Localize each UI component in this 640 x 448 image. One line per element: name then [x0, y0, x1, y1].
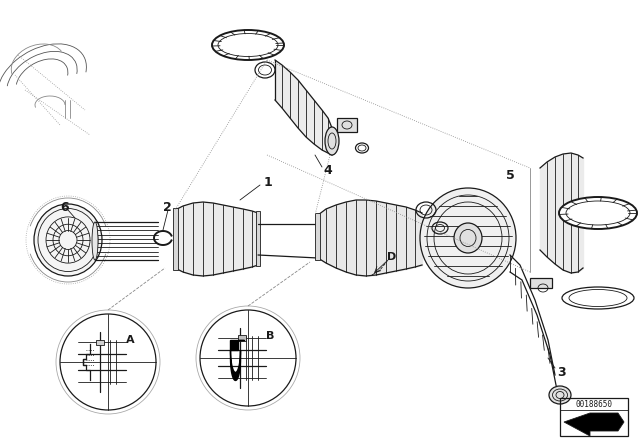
Polygon shape	[564, 413, 624, 436]
Ellipse shape	[549, 386, 571, 404]
Text: 4: 4	[324, 164, 332, 177]
Bar	[96, 340, 104, 345]
Bar	[560, 398, 628, 436]
Circle shape	[60, 314, 156, 410]
Text: 00188650: 00188650	[575, 400, 612, 409]
Bar	[315, 213, 320, 260]
Text: 5: 5	[506, 168, 515, 181]
Text: A: A	[125, 335, 134, 345]
Ellipse shape	[92, 222, 98, 260]
Text: 1: 1	[264, 176, 273, 189]
Text: 6: 6	[61, 201, 69, 214]
Bar	[238, 335, 246, 341]
Ellipse shape	[325, 127, 339, 155]
Text: 3: 3	[557, 366, 565, 379]
Ellipse shape	[34, 204, 102, 276]
Ellipse shape	[454, 223, 482, 253]
Ellipse shape	[212, 30, 284, 60]
Circle shape	[200, 310, 296, 406]
Bar	[173, 208, 178, 270]
Text: 2: 2	[163, 201, 172, 214]
Ellipse shape	[559, 197, 637, 229]
Text: D: D	[387, 252, 397, 262]
Bar	[337, 118, 357, 132]
Bar	[256, 211, 260, 266]
Bar	[530, 278, 552, 288]
Polygon shape	[230, 340, 244, 350]
Text: B: B	[266, 331, 274, 341]
Ellipse shape	[420, 188, 516, 288]
